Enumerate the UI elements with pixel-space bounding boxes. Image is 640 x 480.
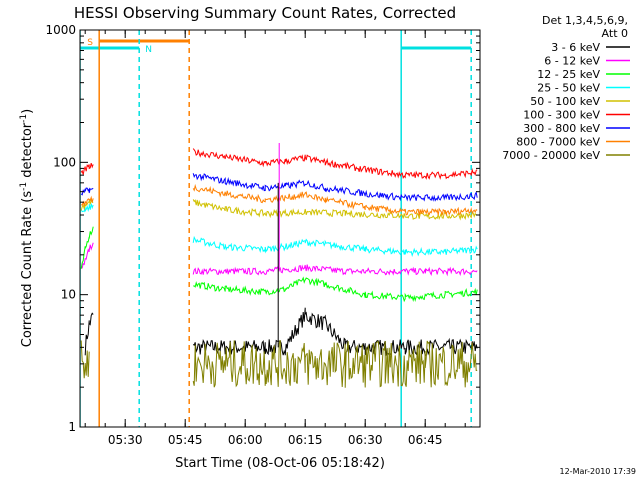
series-2: [80, 226, 478, 303]
x-tick-label: 05:30: [108, 433, 143, 447]
series-4: [80, 197, 478, 221]
series-line: [193, 276, 478, 303]
x-tick-label: 06:00: [228, 433, 263, 447]
legend-label: 300 - 800 keV: [523, 122, 600, 135]
y-label-mid: detector: [20, 122, 35, 182]
series-5: [80, 148, 478, 180]
legend-header-1: Det 1,3,4,5,6,9,: [542, 14, 628, 27]
legend-label: 100 - 300 keV: [523, 109, 600, 122]
series-line: [80, 340, 90, 379]
series-line: [80, 162, 94, 175]
series-line: [81, 242, 94, 269]
series-line: [80, 226, 94, 269]
series-7: [80, 183, 478, 217]
legend-header-2: Att 0: [602, 27, 628, 40]
y-axis-label: Corrected Count Rate (s-1 detector-1): [19, 109, 35, 347]
series-line: [192, 199, 478, 221]
series-line: [192, 183, 478, 217]
flag-label: S: [87, 38, 93, 48]
series-group: [80, 142, 478, 388]
series-8: [80, 339, 478, 388]
x-tick-label: 05:45: [168, 433, 203, 447]
series-line: [80, 203, 94, 213]
y-label-sup2: -1: [19, 114, 29, 123]
chart-title: HESSI Observing Summary Count Rates, Cor…: [74, 4, 456, 22]
legend-label: 6 - 12 keV: [544, 55, 600, 68]
series-line: [192, 235, 478, 257]
generated-timestamp: 12-Mar-2010 17:39: [560, 467, 637, 476]
y-label-sup1: -1: [19, 182, 29, 191]
x-axis-label: Start Time (08-Oct-06 05:18:42): [175, 456, 385, 471]
series-line: [80, 197, 94, 211]
series-line: [192, 339, 478, 388]
legend-label: 3 - 6 keV: [551, 41, 600, 54]
legend-label: 800 - 7000 keV: [516, 136, 600, 149]
y-tick-label: 10: [61, 288, 76, 302]
y-label-post: ): [20, 109, 35, 114]
series-line: [80, 195, 94, 207]
legend-label: 25 - 50 keV: [537, 82, 600, 95]
flag-boundary-lines: [80, 30, 472, 427]
legend-label: 50 - 100 keV: [530, 95, 600, 108]
y-label-pre: Corrected Count Rate (s: [20, 191, 35, 348]
plot-frame: [79, 29, 481, 428]
legend-label: 12 - 25 keV: [537, 68, 600, 81]
series-6: [80, 173, 478, 202]
flag-label: N: [145, 45, 152, 55]
series-line: [192, 148, 478, 180]
x-tick-label: 06:45: [408, 433, 443, 447]
series-line: [192, 173, 478, 202]
series-line: [80, 187, 94, 196]
series-line: [84, 312, 94, 356]
x-tick-label: 06:30: [348, 433, 383, 447]
x-tick-label: 06:15: [288, 433, 323, 447]
axes: 05:30 05:45 06:00 06:15 06:30 06:45 1 10 100 1000: [45, 23, 480, 447]
y-tick-label: 1000: [45, 23, 76, 37]
series-3: [80, 203, 478, 257]
series-line: [192, 264, 478, 277]
y-tick-label: 100: [53, 155, 76, 169]
observing-flags: SN: [80, 38, 472, 55]
y-tick-label: 1: [68, 420, 76, 434]
legend-label: 7000 - 20000 keV: [502, 149, 600, 162]
series-1: [81, 242, 478, 277]
